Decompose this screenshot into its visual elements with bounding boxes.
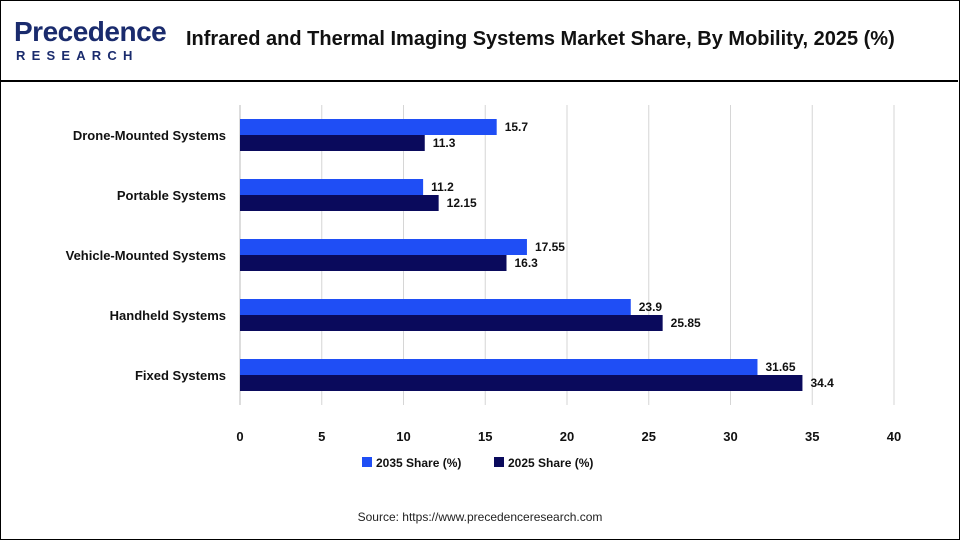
data-label: 25.85: [671, 316, 701, 330]
category-label: Portable Systems: [117, 188, 226, 203]
legend-label: 2025 Share (%): [508, 456, 593, 470]
bar-series-1: [240, 239, 527, 255]
data-label: 11.2: [431, 180, 454, 194]
category-label: Handheld Systems: [110, 308, 226, 323]
bar-series-2: [240, 255, 507, 271]
bar-series-2: [240, 375, 803, 391]
data-label: 16.3: [515, 256, 539, 270]
category-label: Drone-Mounted Systems: [73, 128, 226, 143]
chart-title: Infrared and Thermal Imaging Systems Mar…: [186, 28, 895, 50]
bar-series-1: [240, 359, 758, 375]
data-label: 31.65: [765, 360, 795, 374]
x-tick-label: 5: [318, 429, 325, 444]
bar-series-2: [240, 195, 439, 211]
legend-swatch: [494, 457, 504, 467]
data-label: 17.55: [535, 240, 565, 254]
data-label: 23.9: [639, 300, 663, 314]
x-tick-label: 25: [642, 429, 656, 444]
precedence-research-logo: Precedence RESEARCH: [14, 16, 167, 64]
data-label: 11.3: [433, 136, 456, 150]
legend-swatch: [362, 457, 372, 467]
data-label: 15.7: [505, 120, 529, 134]
x-tick-label: 10: [396, 429, 410, 444]
x-tick-label: 30: [723, 429, 737, 444]
source-note: Source: https://www.precedenceresearch.c…: [357, 510, 603, 524]
x-tick-label: 20: [560, 429, 574, 444]
x-tick-label: 15: [478, 429, 492, 444]
bar-series-2: [240, 315, 663, 331]
bar-series-1: [240, 119, 497, 135]
logo-wordmark: Precedence: [14, 16, 167, 47]
bar-series-1: [240, 179, 424, 195]
bar-chart: 0 5 10 15 20 25 30 35 40 Drone-Mounted Systems 15.…: [66, 105, 901, 470]
logo-subtitle: RESEARCH: [16, 48, 139, 63]
x-tick-label: 35: [805, 429, 819, 444]
bar-series-1: [240, 299, 631, 315]
category-label: Fixed Systems: [135, 368, 226, 383]
category-label: Vehicle-Mounted Systems: [66, 248, 226, 263]
x-tick-label: 40: [887, 429, 901, 444]
header: Precedence RESEARCH Infrared and Thermal…: [0, 0, 958, 82]
x-tick-label: 0: [236, 429, 243, 444]
bar-series-2: [240, 135, 425, 151]
data-label: 12.15: [447, 196, 477, 210]
data-label: 34.4: [810, 376, 834, 390]
legend-label: 2035 Share (%): [376, 456, 461, 470]
